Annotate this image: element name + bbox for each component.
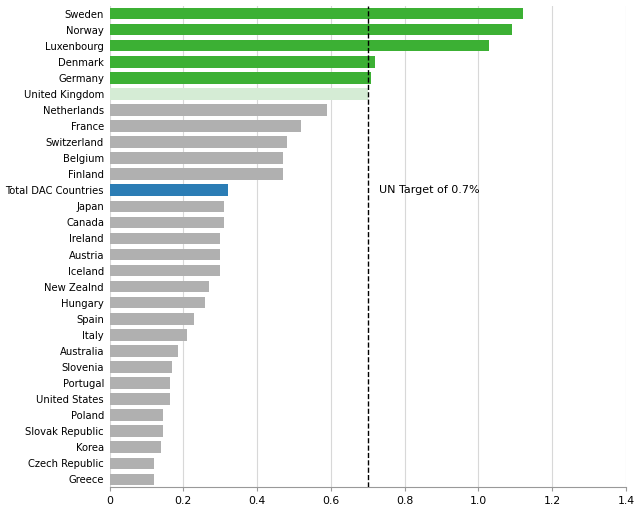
Bar: [109, 249, 220, 260]
Bar: [109, 345, 178, 357]
Bar: [109, 168, 283, 180]
Bar: [109, 217, 224, 228]
Bar: [109, 425, 163, 437]
Text: UN Target of 0.7%: UN Target of 0.7%: [379, 185, 479, 195]
Bar: [109, 153, 283, 164]
Bar: [109, 8, 523, 19]
Bar: [109, 377, 170, 389]
Bar: [109, 393, 170, 405]
Bar: [109, 410, 163, 421]
Bar: [109, 24, 511, 35]
Bar: [109, 232, 220, 244]
Bar: [109, 88, 368, 100]
Bar: [109, 313, 195, 325]
Bar: [109, 184, 228, 196]
Bar: [109, 361, 172, 373]
Bar: [109, 136, 287, 148]
Bar: [109, 329, 187, 340]
Bar: [109, 120, 301, 132]
Bar: [109, 40, 490, 52]
Bar: [109, 441, 161, 453]
Bar: [109, 281, 209, 292]
Bar: [109, 474, 154, 485]
Bar: [109, 72, 371, 83]
Bar: [109, 265, 220, 276]
Bar: [109, 458, 154, 469]
Bar: [109, 56, 375, 68]
Bar: [109, 201, 224, 212]
Bar: [109, 297, 205, 309]
Bar: [109, 104, 327, 116]
